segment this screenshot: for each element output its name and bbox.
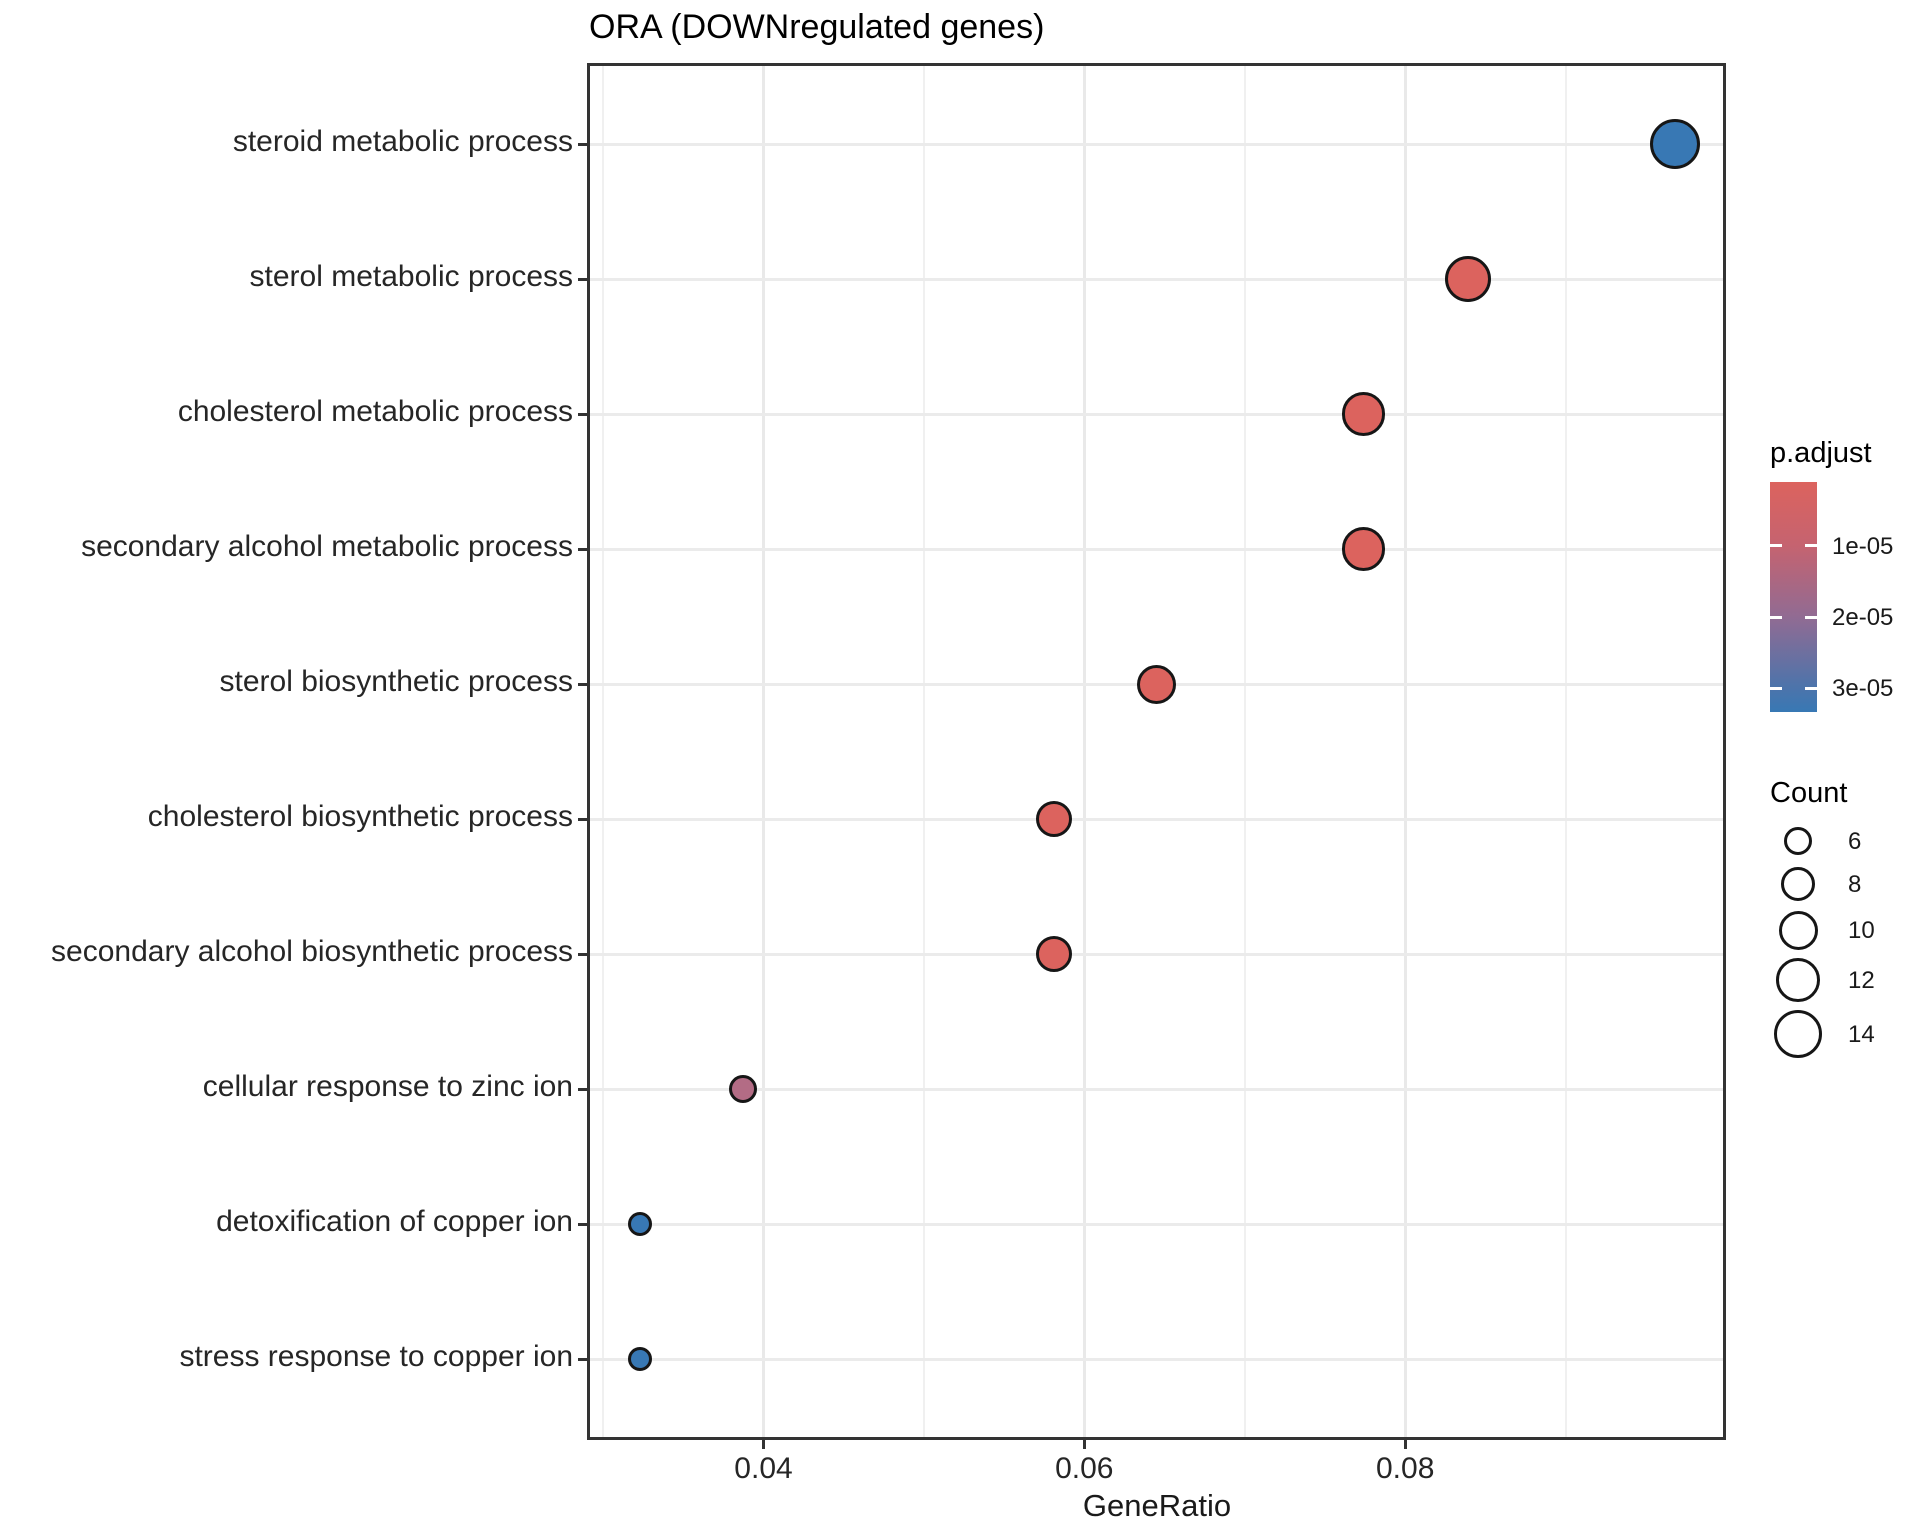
gridline-major-y xyxy=(587,1357,1726,1361)
gridline-major-x xyxy=(762,63,765,1440)
y-axis-category-label: secondary alcohol biosynthetic process xyxy=(51,935,573,968)
y-axis-category-label: sterol biosynthetic process xyxy=(219,665,574,698)
data-point-dot xyxy=(627,1346,653,1372)
colorbar-tick-right xyxy=(1805,544,1817,548)
colorbar-tick-left xyxy=(1770,544,1782,548)
x-axis-tick-mark xyxy=(1403,1440,1407,1449)
y-axis-category-label: steroid metabolic process xyxy=(232,125,573,158)
gridline-major-y xyxy=(587,1222,1726,1226)
legend-count-label: 8 xyxy=(1848,871,1862,898)
colorbar-tick-left xyxy=(1770,686,1782,690)
y-axis-category-label: stress response to copper ion xyxy=(179,1340,573,1373)
y-axis-category-label: cellular response to zinc ion xyxy=(202,1070,573,1103)
gridline-major-y xyxy=(587,952,1726,956)
y-axis-tick-mark xyxy=(578,952,587,956)
legend-count-label: 14 xyxy=(1848,1021,1875,1048)
gridline-major-x xyxy=(1403,63,1407,1440)
colorbar-tick-right xyxy=(1805,686,1817,690)
y-axis-category-label: sterol metabolic process xyxy=(249,260,573,293)
y-axis-tick-mark xyxy=(578,1222,587,1226)
y-axis-tick-mark xyxy=(578,1087,587,1091)
y-axis-tick-mark xyxy=(578,547,587,551)
data-point-dot xyxy=(1341,392,1386,436)
gridline-minor-x xyxy=(1243,63,1246,1440)
padjust-colorbar xyxy=(1770,482,1817,712)
colorbar-tick-label: 3e-05 xyxy=(1832,675,1894,703)
legend-count-label: 10 xyxy=(1848,917,1875,944)
data-point-dot xyxy=(1035,800,1073,838)
legend-count-label: 6 xyxy=(1848,828,1862,855)
y-axis-tick-mark xyxy=(578,142,587,146)
data-point-dot xyxy=(627,1211,653,1237)
colorbar-tick-label: 1e-05 xyxy=(1832,532,1894,560)
legend-count-circle xyxy=(1776,958,1820,1002)
colorbar-tick-left xyxy=(1770,615,1782,619)
x-axis-tick-label: 0.08 xyxy=(1375,1452,1435,1485)
gridline-minor-x xyxy=(922,63,925,1440)
legend-count-title: Count xyxy=(1770,777,1848,809)
y-axis-category-label: cholesterol metabolic process xyxy=(177,395,573,428)
y-axis-tick-mark xyxy=(578,412,587,416)
data-point-dot xyxy=(1341,527,1386,571)
y-axis-tick-mark xyxy=(578,1357,587,1361)
legend-count-circle xyxy=(1784,827,1812,855)
legend-count-circle xyxy=(1774,1010,1822,1058)
data-point-dot xyxy=(1137,664,1176,704)
x-axis-tick-label: 0.04 xyxy=(734,1452,793,1485)
data-point-dot xyxy=(1444,256,1491,302)
gridline-minor-x xyxy=(602,63,604,1440)
gridline-major-y xyxy=(587,277,1726,281)
gridline-major-y xyxy=(587,547,1726,551)
x-axis-title: GeneRatio xyxy=(1082,1488,1232,1523)
legend-count-circle xyxy=(1778,910,1818,950)
colorbar-tick-label: 2e-05 xyxy=(1832,604,1894,631)
y-axis-tick-mark xyxy=(578,682,587,686)
legend-count-circle xyxy=(1781,867,1815,901)
gridline-major-y xyxy=(587,412,1726,416)
gridline-major-y xyxy=(587,817,1726,821)
gridline-major-y xyxy=(587,1087,1726,1091)
gridline-major-y xyxy=(587,142,1726,146)
y-axis-category-label: detoxification of copper ion xyxy=(216,1205,573,1238)
gridline-minor-x xyxy=(1564,63,1567,1440)
colorbar-tick-right xyxy=(1805,615,1817,619)
y-axis-tick-mark xyxy=(578,277,587,281)
x-axis-tick-mark xyxy=(1082,1440,1086,1449)
x-axis-tick-label: 0.06 xyxy=(1055,1452,1114,1485)
data-point-dot xyxy=(1649,119,1700,169)
data-point-dot xyxy=(728,1075,757,1103)
data-point-dot xyxy=(1035,935,1073,973)
gridline-major-x xyxy=(1082,63,1086,1440)
y-axis-category-label: secondary alcohol metabolic process xyxy=(81,530,573,563)
x-axis-tick-mark xyxy=(762,1440,765,1449)
y-axis-category-label: cholesterol biosynthetic process xyxy=(147,800,573,833)
legend-count-label: 12 xyxy=(1848,967,1875,994)
plot-title: ORA (DOWNregulated genes) xyxy=(589,8,1045,46)
legend-padjust-title: p.adjust xyxy=(1770,437,1872,469)
y-axis-tick-mark xyxy=(578,817,587,821)
